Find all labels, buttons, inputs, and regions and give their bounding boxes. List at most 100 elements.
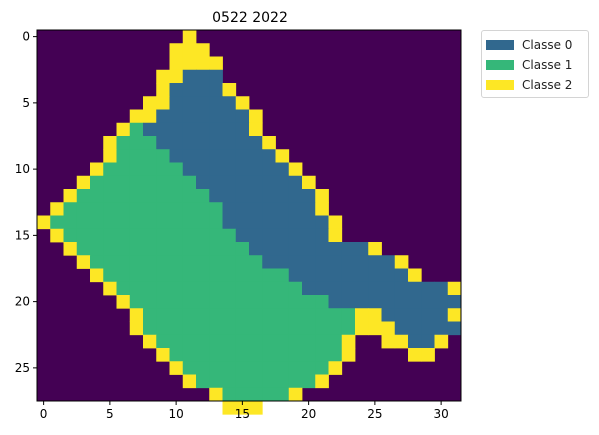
- heatmap-cell-class-2: [90, 162, 104, 177]
- heatmap-cell-class-2: [315, 202, 329, 216]
- heatmap-cell-class-1: [182, 175, 197, 190]
- heatmap-cell-class-1: [169, 162, 184, 177]
- heatmap-cell-class-1: [262, 348, 276, 362]
- heatmap-cell-class-2: [447, 308, 462, 322]
- heatmap-cell-class-0: [328, 281, 343, 296]
- heatmap-cell-class-1: [222, 295, 237, 309]
- legend-item-classe-0: Classe 0: [486, 35, 588, 55]
- heatmap-cell-class-1: [169, 321, 184, 336]
- heatmap-cell-class-1: [235, 255, 250, 269]
- heatmap-cell-class-0: [182, 136, 197, 150]
- heatmap-cell-class-1: [90, 189, 104, 203]
- heatmap-cell-class-2: [275, 149, 290, 163]
- heatmap-cell-class-1: [262, 295, 276, 309]
- heatmap-cell-class-0: [381, 308, 396, 322]
- heatmap-cell-class-0: [209, 96, 223, 110]
- heatmap-cell-class-1: [288, 348, 303, 362]
- heatmap-cell-class-1: [209, 268, 223, 283]
- heatmap-cell-class-1: [196, 255, 210, 269]
- heatmap-cell-class-1: [169, 334, 184, 349]
- legend-item-classe-2: Classe 2: [486, 75, 588, 95]
- heatmap-cell-class-1: [116, 149, 131, 163]
- legend-item-classe-1: Classe 1: [486, 55, 588, 75]
- heatmap-cell-class-0: [341, 295, 356, 309]
- heatmap-cell-class-0: [315, 255, 329, 269]
- heatmap-cell-class-0: [341, 255, 356, 269]
- heatmap-cell-class-1: [129, 122, 144, 137]
- heatmap-cell-class-2: [129, 308, 144, 322]
- heatmap-cell-class-1: [328, 321, 343, 336]
- heatmap-cell-class-1: [249, 268, 263, 283]
- heatmap-cell-class-1: [63, 228, 78, 243]
- heatmap-cell-class-0: [368, 295, 382, 309]
- heatmap-cell-class-0: [209, 136, 223, 150]
- heatmap-cell-class-1: [169, 215, 184, 230]
- heatmap-cell-class-0: [302, 281, 316, 296]
- heatmap-cell-class-2: [129, 109, 144, 124]
- heatmap-cell-class-0: [328, 242, 343, 256]
- heatmap-cell-class-1: [341, 321, 356, 336]
- heatmap-cell-class-0: [355, 295, 369, 309]
- heatmap-cell-class-0: [302, 215, 316, 230]
- heatmap-cell-class-2: [381, 321, 396, 336]
- heatmap-cell-class-2: [249, 401, 263, 415]
- heatmap-cell-class-0: [235, 122, 250, 137]
- heatmap-cell-class-0: [368, 281, 382, 296]
- heatmap-cell-class-0: [262, 202, 276, 216]
- heatmap-cell-class-0: [222, 136, 237, 150]
- heatmap-cell-class-0: [408, 334, 422, 349]
- heatmap-cell-class-1: [169, 348, 184, 362]
- legend-swatch-classe-1: [486, 60, 514, 70]
- heatmap-cell-class-2: [447, 281, 462, 296]
- heatmap-cell-class-1: [143, 308, 157, 322]
- heatmap-cell-class-0: [302, 189, 316, 203]
- heatmap-cell-class-1: [222, 361, 237, 375]
- heatmap-cell-class-0: [328, 268, 343, 283]
- heatmap-cell-class-0: [235, 136, 250, 150]
- heatmap-cell-class-1: [262, 361, 276, 375]
- heatmap-cell-class-0: [368, 255, 382, 269]
- heatmap-cell-class-0: [222, 109, 237, 124]
- heatmap-cell-class-1: [262, 374, 276, 389]
- heatmap-cell-class-0: [196, 69, 210, 84]
- heatmap-cell-class-1: [196, 348, 210, 362]
- heatmap-cell-class-0: [235, 109, 250, 124]
- heatmap-cell-class-0: [209, 69, 223, 84]
- heatmap-cell-class-1: [156, 189, 170, 203]
- heatmap-cell-class-0: [249, 228, 263, 243]
- heatmap-cell-class-1: [249, 295, 263, 309]
- heatmap-cell-class-0: [169, 136, 184, 150]
- heatmap-cell-class-0: [222, 122, 237, 137]
- heatmap-cell-class-1: [169, 281, 184, 296]
- heatmap-cell-class-1: [143, 228, 157, 243]
- heatmap-cell-class-1: [156, 202, 170, 216]
- heatmap-cell-class-1: [196, 308, 210, 322]
- heatmap-cell-class-1: [90, 242, 104, 256]
- heatmap-cell-class-0: [209, 175, 223, 190]
- heatmap-cell-class-1: [315, 348, 329, 362]
- heatmap-cell-class-1: [116, 175, 131, 190]
- heatmap-cell-class-0: [288, 189, 303, 203]
- heatmap-cell-class-1: [209, 308, 223, 322]
- legend-label-classe-0: Classe 0: [522, 38, 573, 52]
- heatmap-cell-class-1: [262, 334, 276, 349]
- heatmap-cell-class-0: [249, 215, 263, 230]
- heatmap-cell-class-1: [156, 228, 170, 243]
- heatmap-cell-class-0: [302, 202, 316, 216]
- heatmap-cell-class-1: [275, 295, 290, 309]
- heatmap-cell-class-1: [156, 321, 170, 336]
- heatmap-cell-class-0: [315, 228, 329, 243]
- heatmap-cell-class-1: [156, 295, 170, 309]
- heatmap-cell-class-2: [196, 56, 210, 71]
- heatmap-cell-class-2: [434, 334, 449, 349]
- heatmap-cell-class-1: [143, 189, 157, 203]
- heatmap-cell-class-1: [182, 215, 197, 230]
- heatmap-cell-class-1: [156, 242, 170, 256]
- heatmap-cell-class-1: [90, 175, 104, 190]
- heatmap-cell-class-0: [169, 109, 184, 124]
- heatmap-cell-class-1: [103, 175, 117, 190]
- heatmap-cell-class-0: [394, 295, 409, 309]
- heatmap-cell-class-1: [143, 202, 157, 216]
- heatmap-cell-class-0: [262, 149, 276, 163]
